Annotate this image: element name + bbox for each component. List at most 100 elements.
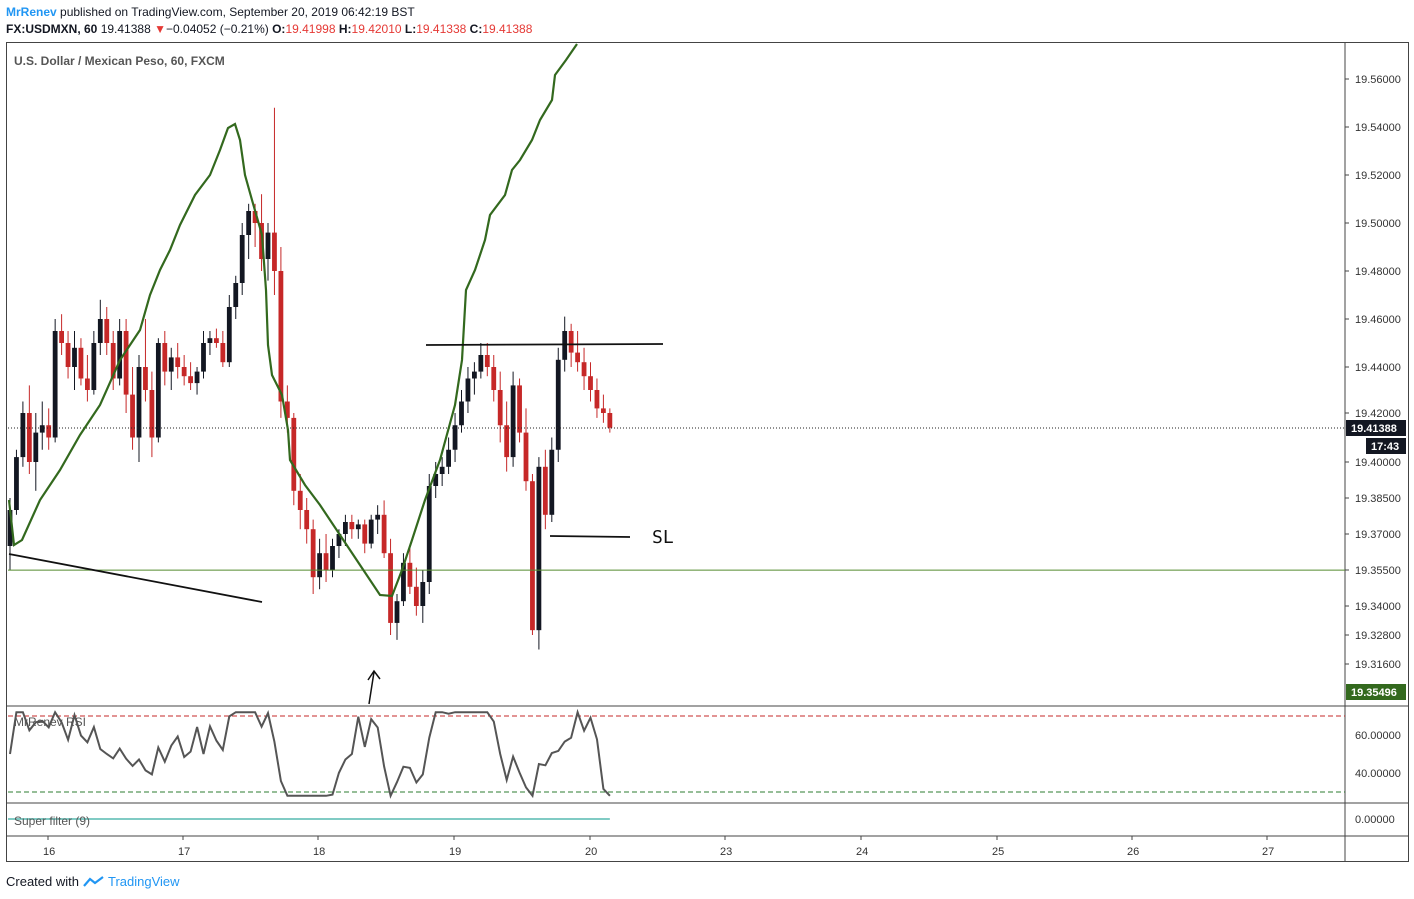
candle-body [297,490,303,510]
candle-body [472,371,477,379]
sl-label: SL [652,527,674,548]
candle-body [65,343,71,367]
candle-body [155,343,161,438]
candle-body [110,343,116,379]
candle-body [465,378,471,402]
close-label: C: [469,22,483,36]
candle-body [562,331,568,360]
candle-body [239,235,245,283]
price-tick-label: 19.40000 [1355,457,1401,469]
candle-body [317,553,322,578]
candle-body [91,343,97,390]
candle-body [130,394,135,438]
price-tick-label: 19.52000 [1355,170,1401,182]
tradingview-brand-link[interactable]: TradingView [107,874,180,889]
time-tick-label: 18 [313,846,325,858]
candle-body [349,522,355,530]
candle-body [336,534,342,546]
high-label: H: [338,22,352,36]
candle-body [143,367,148,390]
candle-body [575,352,580,363]
candle-body [46,425,52,438]
candle-body [194,371,200,384]
candle-body [323,553,329,570]
last-price-badge-bg [1346,420,1406,436]
candle-body [7,510,13,546]
candle-body [175,357,181,367]
candle-body [97,319,103,343]
price-tick-label: 19.56000 [1355,74,1401,86]
candle-body [420,582,426,606]
candle-body [407,562,413,587]
candle-body [510,385,516,458]
price-tick-label: 19.35500 [1355,565,1401,577]
time-tick-label: 25 [992,846,1004,858]
time-tick-label: 17 [178,846,190,858]
author-link[interactable]: MrRenev [6,5,57,19]
price-tick-label: 19.38500 [1355,493,1401,505]
candle-body [542,466,548,515]
candle-body [188,376,193,384]
price-tick-label: 19.50000 [1355,218,1401,230]
time-tick-label: 26 [1127,846,1139,858]
descending-trendline [8,553,263,603]
candle-body [214,338,219,343]
candle-body [446,449,451,467]
candle-body [33,432,39,462]
candle-body [136,367,142,438]
candle-body [233,283,239,307]
candle-body [220,343,226,363]
footer: Created with TradingView [6,874,180,889]
candle-body [413,586,419,606]
low-value: 19.41338 [416,22,467,36]
candle-body [581,362,587,377]
up-arrow [367,669,381,705]
rsi-tick-label: 40.00000 [1355,768,1401,780]
level-price-badge-bg [1346,684,1406,700]
candle-body [497,390,503,426]
open-label: O: [272,22,286,36]
rsi-line [9,708,611,799]
chart-frame [6,42,1409,862]
candle-body [265,232,271,259]
candle-body [368,519,374,544]
tradingview-logo-icon [83,875,104,887]
candle-body [252,211,258,223]
candle-body [439,466,445,474]
price-tick-label: 19.46000 [1355,314,1401,326]
candle-body [226,307,232,363]
price-tick-label: 19.54000 [1355,122,1401,134]
countdown-badge: 17:43 [1371,441,1399,453]
candle-body [162,343,168,372]
pane-separators [6,42,1409,862]
drawings-layer: SL [7,43,1345,705]
candle-body [343,522,348,534]
candle-body [104,319,110,343]
candle-body [355,524,361,530]
level-price-badge: 19.35496 [1351,687,1397,699]
envelope-curve [7,43,578,598]
candle-body [484,355,490,367]
price-tick-label: 19.48000 [1355,266,1401,278]
candle-body [388,553,393,623]
resistance-line [425,343,664,346]
candle-body [452,425,458,450]
price-tick-label: 19.44000 [1355,362,1401,374]
candle-body [607,413,613,428]
price-tick-label: 19.34000 [1355,601,1401,613]
last-price-badge: 19.41388 [1351,423,1397,435]
candle-body [72,347,77,367]
published-text: published on TradingView.com, September … [60,5,415,19]
time-tick-label: 23 [720,846,732,858]
created-with-text: Created with [6,874,79,889]
candle-body [401,562,406,602]
down-triangle-icon: ▼ [154,22,166,36]
last-price-text: 19.41388 [100,22,151,36]
candle-body [426,486,432,582]
publish-info: MrRenev published on TradingView.com, Se… [6,5,415,19]
candle-body [504,425,510,458]
candle-body [362,524,368,544]
candle-body [310,529,316,578]
time-tick-label: 27 [1262,846,1274,858]
